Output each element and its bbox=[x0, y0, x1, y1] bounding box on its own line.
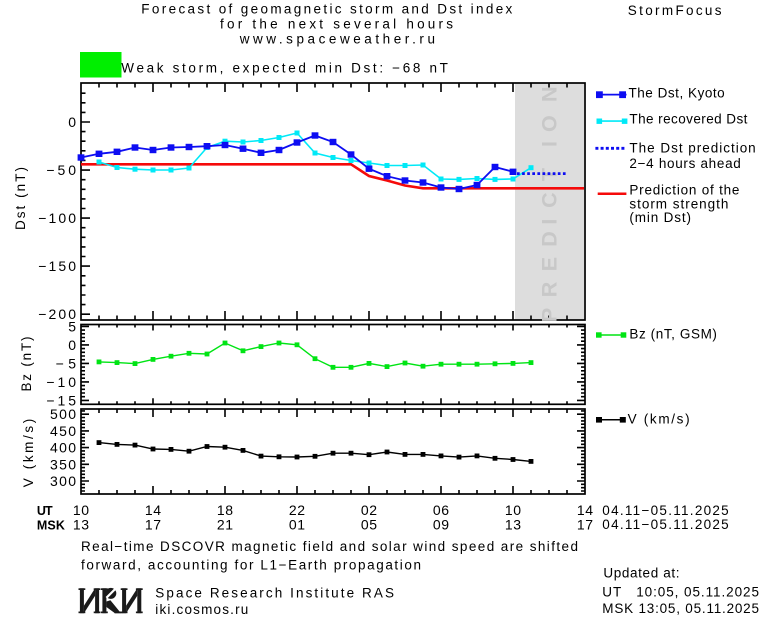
svg-text:14: 14 bbox=[577, 502, 593, 518]
svg-text:Bz (nT): Bz (nT) bbox=[19, 337, 34, 392]
svg-text:I: I bbox=[538, 141, 562, 147]
svg-text:Updated at:: Updated at: bbox=[603, 565, 679, 580]
svg-text:−50: −50 bbox=[46, 162, 76, 178]
svg-text:for the next several hours: for the next several hours bbox=[220, 17, 453, 32]
svg-text:Forecast of geomagnetic storm: Forecast of geomagnetic storm and Dst in… bbox=[141, 2, 512, 17]
svg-text:−15: −15 bbox=[46, 392, 76, 408]
svg-text:04.11−05.11.2025: 04.11−05.11.2025 bbox=[602, 503, 728, 518]
svg-text:www.spaceweather.ru: www.spaceweather.ru bbox=[239, 32, 435, 47]
svg-text:The Dst, Kyoto: The Dst, Kyoto bbox=[629, 86, 725, 101]
svg-text:R: R bbox=[538, 281, 562, 297]
svg-text:storm strength: storm strength bbox=[629, 196, 728, 211]
svg-text:0: 0 bbox=[68, 114, 76, 130]
svg-text:E: E bbox=[538, 257, 562, 271]
svg-text:The Dst prediction: The Dst prediction bbox=[629, 140, 755, 155]
svg-text:P: P bbox=[538, 308, 562, 322]
svg-text:2−4 hours ahead: 2−4 hours ahead bbox=[629, 156, 740, 171]
svg-text:01: 01 bbox=[289, 517, 305, 533]
svg-text:02: 02 bbox=[361, 502, 377, 518]
svg-text:−10: −10 bbox=[46, 374, 76, 390]
svg-text:400: 400 bbox=[50, 440, 76, 456]
svg-text:13: 13 bbox=[505, 517, 521, 533]
svg-text:V (km/s): V (km/s) bbox=[21, 419, 36, 488]
svg-text:UT: UT bbox=[37, 504, 53, 518]
svg-text:MSK: MSK bbox=[37, 519, 65, 533]
svg-text:21: 21 bbox=[217, 517, 233, 533]
svg-text:Weak storm, expected min Dst:: Weak storm, expected min Dst: −68 nT bbox=[121, 61, 448, 76]
svg-text:−100: −100 bbox=[38, 210, 76, 226]
svg-text:22: 22 bbox=[289, 502, 305, 518]
svg-text:09: 09 bbox=[433, 517, 449, 533]
svg-text:−150: −150 bbox=[38, 258, 76, 274]
svg-text:Bz (nT, GSM): Bz (nT, GSM) bbox=[629, 326, 717, 341]
svg-text:0: 0 bbox=[68, 337, 76, 353]
svg-text:UT 10:05, 05.11.2025: UT 10:05, 05.11.2025 bbox=[602, 584, 759, 599]
svg-text:iki.cosmos.ru: iki.cosmos.ru bbox=[155, 602, 248, 617]
svg-text:Space Research Institute RAS: Space Research Institute RAS bbox=[155, 586, 394, 601]
svg-text:04.11−05.11.2025: 04.11−05.11.2025 bbox=[602, 517, 728, 532]
svg-text:17: 17 bbox=[577, 517, 593, 533]
svg-text:300: 300 bbox=[50, 473, 76, 489]
svg-text:18: 18 bbox=[217, 502, 233, 518]
svg-text:N: N bbox=[538, 86, 562, 102]
svg-text:Dst (nT): Dst (nT) bbox=[13, 167, 28, 230]
svg-text:(min Dst): (min Dst) bbox=[629, 210, 691, 225]
svg-text:13: 13 bbox=[73, 517, 89, 533]
svg-text:17: 17 bbox=[145, 517, 161, 533]
svg-text:350: 350 bbox=[50, 456, 76, 472]
svg-text:D: D bbox=[538, 231, 562, 247]
svg-text:Prediction of the: Prediction of the bbox=[629, 183, 739, 198]
svg-text:10: 10 bbox=[73, 502, 89, 518]
svg-text:5: 5 bbox=[68, 318, 76, 334]
svg-text:06: 06 bbox=[433, 502, 449, 518]
svg-text:MSK 13:05, 05.11.2025: MSK 13:05, 05.11.2025 bbox=[602, 601, 759, 616]
svg-text:450: 450 bbox=[50, 423, 76, 439]
svg-text:10: 10 bbox=[505, 502, 521, 518]
svg-text:−5: −5 bbox=[56, 355, 77, 371]
svg-text:05: 05 bbox=[361, 517, 377, 533]
svg-text:V (km/s): V (km/s) bbox=[628, 411, 690, 426]
svg-text:500: 500 bbox=[50, 406, 76, 422]
svg-text:14: 14 bbox=[145, 502, 161, 518]
svg-text:O: O bbox=[538, 115, 562, 132]
svg-text:The recovered Dst: The recovered Dst bbox=[629, 111, 747, 126]
svg-text:forward, accounting for L1−Ear: forward, accounting for L1−Earth propaga… bbox=[81, 558, 421, 573]
svg-text:C: C bbox=[538, 192, 562, 208]
svg-text:I: I bbox=[538, 219, 562, 225]
svg-text:Real−time DSCOVR magnetic fiel: Real−time DSCOVR magnetic field and sola… bbox=[81, 539, 578, 554]
svg-text:StormFocus: StormFocus bbox=[628, 3, 722, 18]
